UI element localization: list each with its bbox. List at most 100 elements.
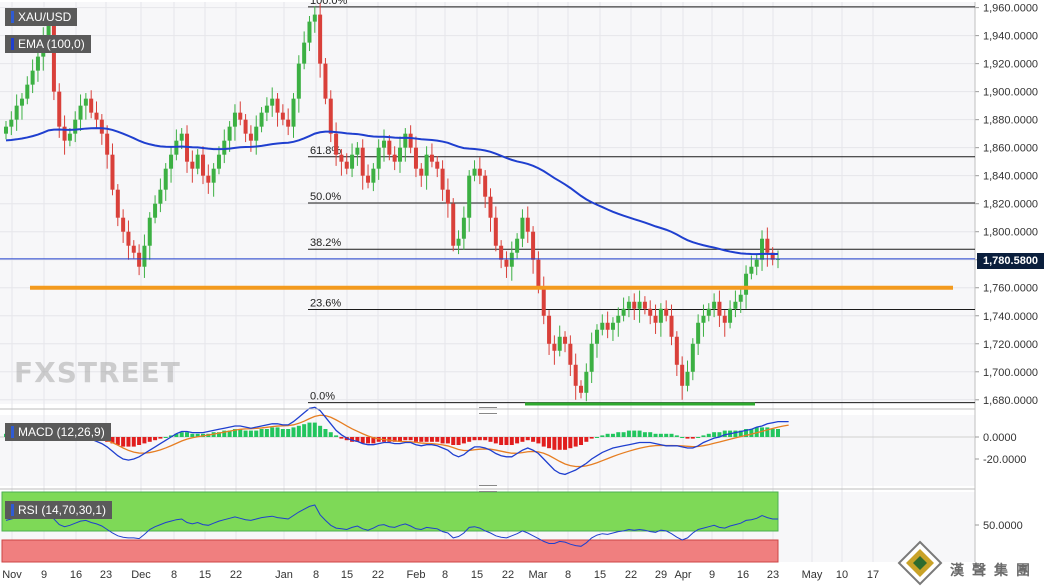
macd-bar [664, 433, 669, 437]
macd-bar [131, 437, 136, 447]
macd-bar [169, 435, 174, 437]
candle-body [216, 154, 221, 169]
candle-body [376, 147, 381, 169]
macd-pane-resize-handle[interactable] [479, 407, 497, 414]
macd-bar [504, 437, 509, 445]
macd-bar [190, 433, 195, 437]
price-axis-label: 1,740.0000 [983, 311, 1038, 323]
candle-body [690, 343, 695, 372]
candle-body [621, 308, 626, 316]
macd-bar [248, 430, 253, 437]
candle-body [110, 154, 115, 190]
candle-body [525, 217, 530, 232]
macd-bar [610, 433, 615, 437]
candle-body [339, 154, 344, 162]
candle-body [62, 126, 67, 141]
macd-label: MACD (12,26,9) [18, 425, 105, 439]
macd-tag[interactable]: MACD (12,26,9) [5, 423, 111, 441]
macd-bar [163, 437, 168, 438]
price-axis-label: 1,760.0000 [983, 283, 1038, 295]
candle-body [616, 315, 621, 323]
macd-bar [318, 425, 323, 437]
rsi-swatch [11, 504, 14, 516]
candle-body [19, 98, 24, 106]
candle-body [712, 301, 717, 309]
candle-body [328, 98, 333, 134]
rsi-line [5, 504, 778, 547]
macd-bar [115, 437, 120, 445]
candle-body [232, 112, 237, 127]
price-axis-label: 1,680.0000 [983, 395, 1038, 407]
price-axis-label: 1,700.0000 [983, 367, 1038, 379]
macd-bar [291, 427, 296, 437]
candle-body [387, 140, 392, 155]
macd-bar [360, 437, 365, 444]
candle-body [137, 252, 142, 267]
macd-bar [706, 433, 711, 437]
time-tick-label: 10 [836, 569, 848, 581]
ema-line [5, 127, 779, 256]
candle-body [323, 63, 328, 99]
time-tick-label: May [802, 569, 823, 581]
candle-body [73, 119, 78, 134]
macd-bar [126, 437, 131, 447]
macd-bar [408, 437, 413, 441]
candle-body [541, 287, 546, 316]
macd-bar [568, 437, 573, 449]
ema-label: EMA (100,0) [18, 37, 85, 51]
macd-bar [259, 429, 264, 437]
candle-body [51, 21, 56, 92]
candle-body [754, 259, 759, 267]
candle-body [307, 21, 312, 43]
macd-bar [509, 437, 514, 445]
candle-body [291, 98, 296, 127]
symbol-tag[interactable]: XAU/USD [5, 8, 78, 26]
candle-body [78, 105, 83, 120]
time-tick-label: Apr [674, 569, 691, 581]
macd-bar [216, 432, 221, 437]
price-axis-label: 1,860.0000 [983, 143, 1038, 155]
candle-body [9, 119, 14, 127]
candle-body [366, 175, 371, 183]
macd-bar [515, 437, 520, 444]
rsi-pane-resize-handle[interactable] [479, 485, 497, 492]
ema-tag[interactable]: EMA (100,0) [5, 35, 91, 53]
candle-body [270, 98, 275, 106]
candle-body [706, 308, 711, 316]
macd-bar [121, 437, 126, 447]
candles-group [4, 3, 780, 402]
macd-bar [632, 430, 637, 437]
macd-bar [461, 437, 466, 444]
candle-body [121, 217, 126, 232]
fib-level-label: 0.0% [310, 391, 335, 403]
macd-bar [733, 430, 738, 437]
macd-bar [536, 437, 541, 444]
macd-bar [366, 437, 371, 444]
candle-body [509, 252, 514, 267]
candle-body [275, 98, 280, 113]
time-tick-label: 22 [502, 569, 514, 581]
fib-level-label: 23.6% [310, 297, 341, 309]
candle-body [286, 119, 291, 127]
macd-bar [552, 437, 557, 450]
candle-body [238, 112, 243, 120]
time-tick-label: Feb [407, 569, 426, 581]
rsi-tag[interactable]: RSI (14,70,30,1) [5, 501, 113, 519]
macd-bar [312, 422, 317, 437]
symbol-swatch [11, 11, 14, 23]
candle-body [248, 133, 253, 141]
candle-body [280, 112, 285, 120]
candle-body [579, 385, 584, 393]
macd-bar [493, 437, 498, 444]
macd-bar [696, 437, 701, 438]
macd-bar [648, 432, 653, 437]
macd-bar [472, 437, 477, 441]
macd-bar [483, 437, 488, 441]
candle-body [744, 273, 749, 295]
macd-bar [765, 427, 770, 437]
time-tick-label: 8 [313, 569, 319, 581]
candle-body [664, 308, 669, 316]
candle-body [738, 294, 743, 302]
time-tick-label: 8 [171, 569, 177, 581]
